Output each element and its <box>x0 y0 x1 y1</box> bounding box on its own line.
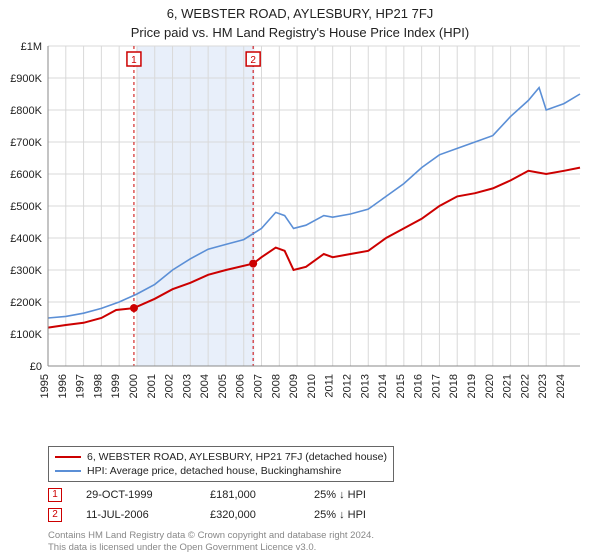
svg-text:£700K: £700K <box>10 137 42 149</box>
sale-delta: 25% ↓ HPI <box>314 509 384 521</box>
svg-text:£600K: £600K <box>10 169 42 181</box>
svg-text:2008: 2008 <box>270 374 282 398</box>
svg-text:2012: 2012 <box>341 374 353 398</box>
footer-line: Contains HM Land Registry data © Crown c… <box>48 530 374 542</box>
svg-text:1998: 1998 <box>92 374 104 398</box>
sale-price: £320,000 <box>210 509 290 521</box>
svg-text:2004: 2004 <box>199 374 211 398</box>
svg-text:2001: 2001 <box>146 374 158 398</box>
svg-text:2013: 2013 <box>359 374 371 398</box>
sales-table: 1 29-OCT-1999 £181,000 25% ↓ HPI 2 11-JU… <box>48 488 384 528</box>
svg-text:1999: 1999 <box>110 374 122 398</box>
svg-text:2015: 2015 <box>395 374 407 398</box>
svg-text:2010: 2010 <box>306 374 318 398</box>
svg-text:£500K: £500K <box>10 201 42 213</box>
svg-text:2: 2 <box>250 55 256 66</box>
svg-text:2014: 2014 <box>377 374 389 398</box>
svg-text:2022: 2022 <box>519 374 531 398</box>
sale-delta: 25% ↓ HPI <box>314 489 384 501</box>
svg-text:2017: 2017 <box>430 374 442 398</box>
svg-text:2007: 2007 <box>253 374 265 398</box>
sale-date: 29-OCT-1999 <box>86 489 186 501</box>
sale-marker-2: 2 <box>48 508 62 522</box>
svg-text:2021: 2021 <box>502 374 514 398</box>
chart-plot: £0£100K£200K£300K£400K£500K£600K£700K£80… <box>48 46 580 416</box>
svg-text:£1M: £1M <box>21 41 42 53</box>
svg-text:2016: 2016 <box>413 374 425 398</box>
svg-text:£0: £0 <box>30 361 42 373</box>
sale-date: 11-JUL-2006 <box>86 509 186 521</box>
sale-price: £181,000 <box>210 489 290 501</box>
legend-item-hpi: HPI: Average price, detached house, Buck… <box>55 464 387 478</box>
sale-marker-1: 1 <box>48 488 62 502</box>
legend-swatch <box>55 470 81 472</box>
svg-text:1: 1 <box>131 55 137 66</box>
legend-swatch <box>55 456 81 458</box>
sale-row: 2 11-JUL-2006 £320,000 25% ↓ HPI <box>48 508 384 522</box>
svg-text:£200K: £200K <box>10 297 42 309</box>
svg-text:2011: 2011 <box>324 374 336 398</box>
legend-item-subject: 6, WEBSTER ROAD, AYLESBURY, HP21 7FJ (de… <box>55 450 387 464</box>
svg-text:2005: 2005 <box>217 374 229 398</box>
legend: 6, WEBSTER ROAD, AYLESBURY, HP21 7FJ (de… <box>48 446 394 482</box>
svg-text:1997: 1997 <box>75 374 87 398</box>
svg-text:2023: 2023 <box>537 374 549 398</box>
svg-text:2024: 2024 <box>555 374 567 398</box>
svg-text:2000: 2000 <box>128 374 140 398</box>
svg-text:£300K: £300K <box>10 265 42 277</box>
legend-label: HPI: Average price, detached house, Buck… <box>87 464 341 478</box>
svg-text:£400K: £400K <box>10 233 42 245</box>
footer: Contains HM Land Registry data © Crown c… <box>48 530 374 554</box>
chart-container: 6, WEBSTER ROAD, AYLESBURY, HP21 7FJ Pri… <box>0 0 600 560</box>
svg-text:£100K: £100K <box>10 329 42 341</box>
svg-text:£900K: £900K <box>10 73 42 85</box>
legend-label: 6, WEBSTER ROAD, AYLESBURY, HP21 7FJ (de… <box>87 450 387 464</box>
svg-text:2003: 2003 <box>181 374 193 398</box>
svg-text:2019: 2019 <box>466 374 478 398</box>
svg-text:1996: 1996 <box>57 374 69 398</box>
svg-text:2009: 2009 <box>288 374 300 398</box>
svg-text:1995: 1995 <box>39 374 51 398</box>
svg-text:2002: 2002 <box>164 374 176 398</box>
svg-text:2020: 2020 <box>484 374 496 398</box>
sale-row: 1 29-OCT-1999 £181,000 25% ↓ HPI <box>48 488 384 502</box>
footer-line: This data is licensed under the Open Gov… <box>48 542 374 554</box>
svg-text:2018: 2018 <box>448 374 460 398</box>
svg-text:2006: 2006 <box>235 374 247 398</box>
svg-text:£800K: £800K <box>10 105 42 117</box>
title-subtitle: Price paid vs. HM Land Registry's House … <box>0 21 600 40</box>
title-address: 6, WEBSTER ROAD, AYLESBURY, HP21 7FJ <box>0 0 600 21</box>
